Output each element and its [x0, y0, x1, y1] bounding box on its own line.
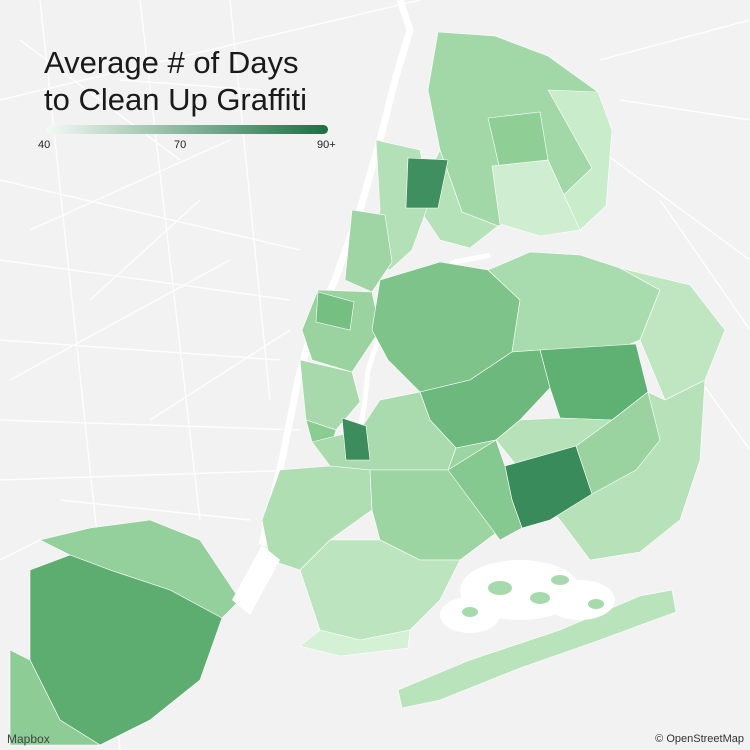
region-rockaway[interactable]: [397, 589, 677, 709]
region-brooklyn-coast[interactable]: [299, 629, 411, 657]
legend-min-label: 40: [38, 139, 51, 151]
mapbox-logo[interactable]: Mapbox: [7, 732, 50, 746]
title-line-1: Average # of Days: [44, 45, 299, 80]
region-brooklyn-dark[interactable]: [341, 417, 371, 461]
region-bronx-east2[interactable]: [491, 159, 581, 237]
region-manhattan-dark[interactable]: [405, 157, 449, 209]
osm-attribution[interactable]: © OpenStreetMap: [655, 733, 744, 745]
legend-max-label: 90+: [317, 139, 336, 151]
bay-islands: [462, 575, 604, 617]
region-manhattan-midtown[interactable]: [315, 291, 355, 331]
region-staten-south[interactable]: [9, 649, 102, 746]
jamaica-bay: [440, 560, 615, 633]
title-line-2: to Clean Up Graffiti: [44, 82, 308, 117]
region-queens-se[interactable]: [575, 391, 661, 495]
legend-mid-label: 70: [174, 139, 187, 151]
legend-gradient-bar: [46, 125, 328, 134]
map-title: Average # of Days to Clean Up Graffiti: [44, 44, 307, 118]
narrows-water: [232, 545, 280, 615]
region-manhattan-lower[interactable]: [299, 359, 361, 431]
choropleth-regions: [9, 31, 726, 746]
region-brooklyn-east[interactable]: [447, 439, 523, 541]
region-manhattan-upperwest[interactable]: [344, 209, 393, 293]
